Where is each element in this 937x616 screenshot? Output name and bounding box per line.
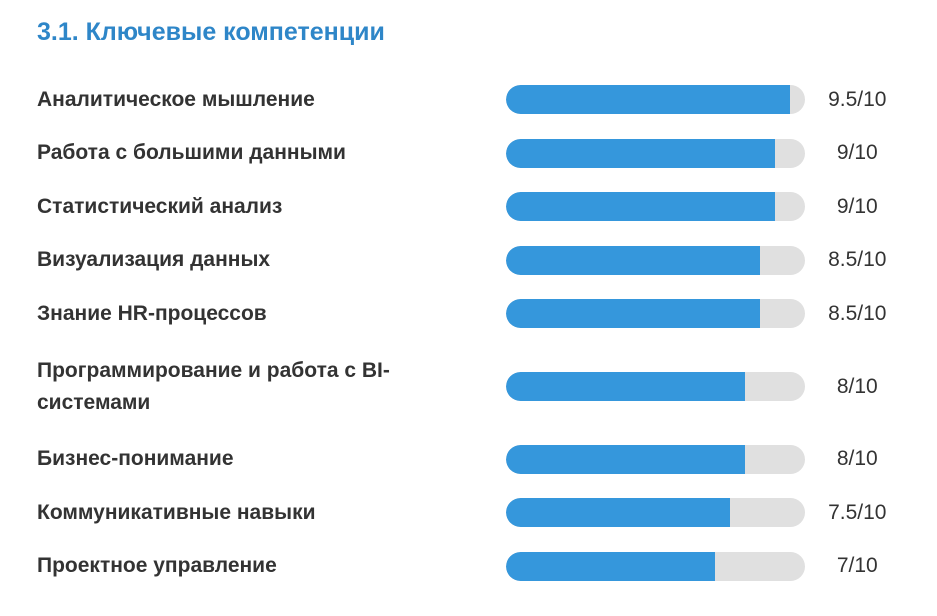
skill-score: 7.5/10 xyxy=(828,500,887,524)
skill-bar-track xyxy=(506,299,805,329)
skill-name: Проектное управление xyxy=(37,554,277,578)
skill-bar-fill xyxy=(506,192,775,222)
skill-bar-track xyxy=(506,245,805,275)
skill-bar-fill xyxy=(506,372,745,401)
skill-bar-fill xyxy=(506,138,775,168)
skill-bar-fill xyxy=(506,85,790,115)
skill-name: Бизнес-понимание xyxy=(37,447,234,471)
skill-bar-fill xyxy=(506,245,760,275)
skill-bar-track xyxy=(506,138,805,168)
skill-row: Бизнес-понимание 8/10 xyxy=(37,433,907,487)
skill-row: Знание HR-процессов 8.5/10 xyxy=(37,287,907,341)
skill-row: Аналитическое мышление 9.5/10 xyxy=(37,73,907,127)
skill-bar-track xyxy=(506,372,805,401)
skill-bar-fill xyxy=(506,444,745,474)
skill-name: Аналитическое мышление xyxy=(37,87,315,111)
skill-name: Статистический анализ xyxy=(37,194,283,218)
skill-row: Визуализация данных 8.5/10 xyxy=(37,234,907,288)
skill-row: Проектное управление 7/10 xyxy=(37,540,907,594)
skill-score: 8.5/10 xyxy=(828,301,887,325)
skill-row: Коммуникативные навыки 7.5/10 xyxy=(37,486,907,540)
skill-bar-track xyxy=(506,551,805,581)
skill-score: 9/10 xyxy=(836,194,878,218)
skill-score: 8.5/10 xyxy=(828,248,887,272)
section-title: 3.1. Ключевые компетенции xyxy=(37,18,385,46)
skill-bar-track xyxy=(506,85,805,115)
skill-bar-fill xyxy=(506,551,716,581)
skill-row: Работа с большими данными 9/10 xyxy=(37,127,907,181)
skill-bar-fill xyxy=(506,299,760,329)
skill-name: Работа с большими данными xyxy=(37,141,346,165)
skill-score: 7/10 xyxy=(836,554,878,578)
skill-name: Программирование и работа с BI-системами xyxy=(37,358,390,414)
skill-bar-track xyxy=(506,192,805,222)
skill-name: Знание HR-процессов xyxy=(37,301,267,325)
skill-score: 9.5/10 xyxy=(828,87,887,111)
skill-row: Статистический анализ 9/10 xyxy=(37,180,907,234)
skill-name: Визуализация данных xyxy=(37,248,271,272)
skill-score: 8/10 xyxy=(836,374,878,398)
skill-name: Коммуникативные навыки xyxy=(37,500,316,524)
skill-score: 9/10 xyxy=(836,141,878,165)
skill-bar-track xyxy=(506,444,805,474)
skill-bar-track xyxy=(506,498,805,528)
skill-bar-fill xyxy=(506,498,731,528)
skill-row: Программирование и работа с BI-системами… xyxy=(37,341,907,433)
skill-score: 8/10 xyxy=(836,447,878,471)
skills-list: Аналитическое мышление 9.5/10 Работа с б… xyxy=(37,73,907,593)
